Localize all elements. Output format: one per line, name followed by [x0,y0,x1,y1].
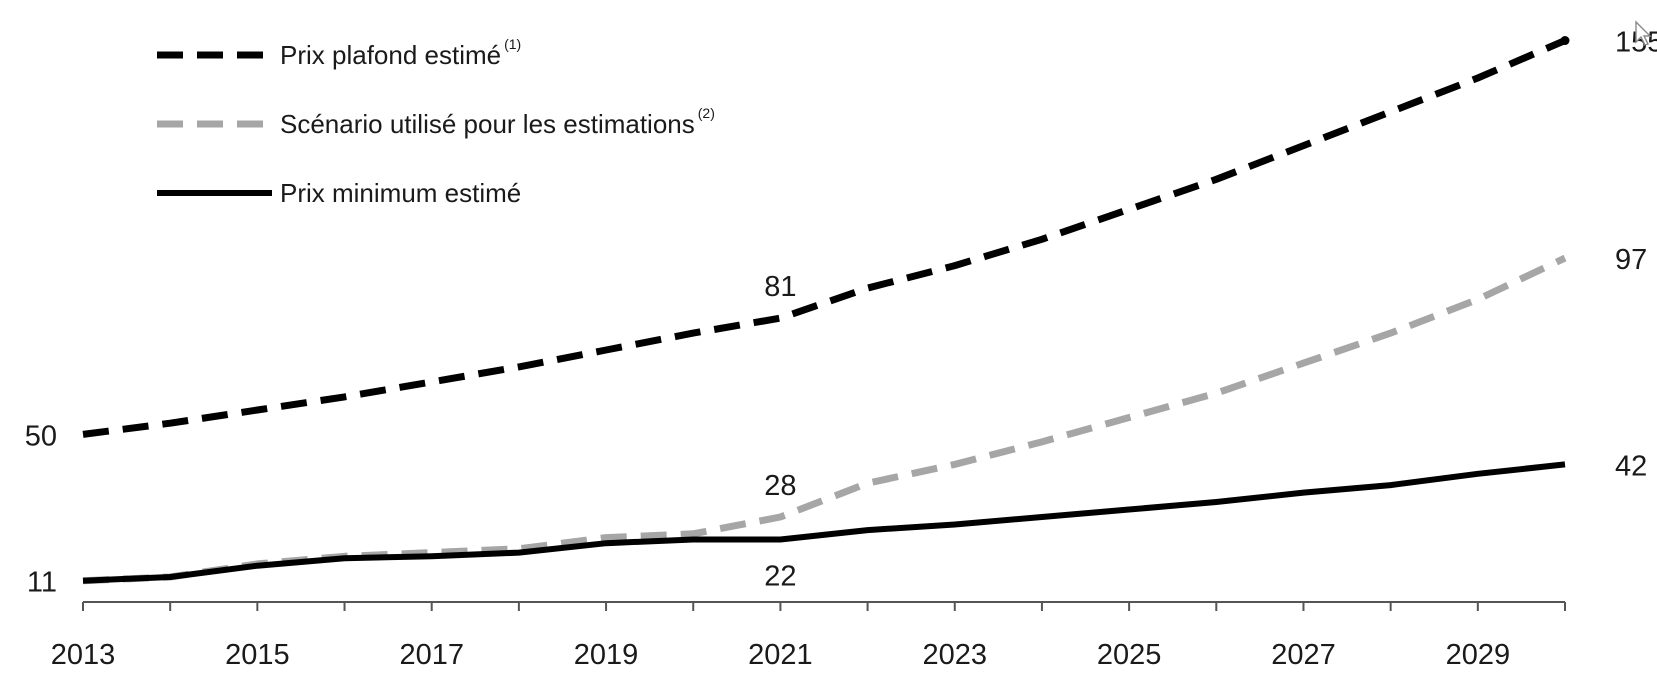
legend-label: Prix plafond estimé [280,40,501,70]
x-tick-label: 2023 [923,639,988,671]
legend-label: Scénario utilisé pour les estimations [280,109,695,139]
data-label: 97 [1615,244,1647,276]
data-label: 11 [27,567,57,599]
legend-label: Prix minimum estimé [280,178,521,208]
legend-footnote-marker: (2) [698,105,715,121]
x-tick-label: 2019 [574,639,639,671]
x-tick-label: 2029 [1446,639,1511,671]
x-axis: 2013 2015 2017 2019 2021 2023 2025 2027 2029 [51,601,1566,671]
x-tick-label: 2013 [51,639,116,671]
series-layer [82,36,1570,585]
legend-footnote-marker: (1) [504,36,521,52]
x-tick-label: 2015 [225,639,290,671]
cursor-icon [1635,20,1652,46]
series-end-point [1560,36,1570,46]
data-label: 22 [764,560,796,592]
series-line-prix-minimum-estime [82,461,1566,584]
data-label: 28 [764,470,796,502]
legend-item: Scénario utilisé pour les estimations (2) [157,105,715,139]
series-line-prix-plafond-estime [82,37,1567,438]
data-label: 42 [1615,450,1647,482]
x-tick-label: 2025 [1097,639,1162,671]
x-tick-label: 2027 [1271,639,1336,671]
legend: Prix plafond estimé (1) Scénario utilisé p… [157,36,715,208]
legend-item: Prix minimum estimé [157,178,521,208]
x-tick-label: 2017 [399,639,464,671]
x-tick-label: 2021 [748,639,813,671]
data-label: 81 [764,271,796,303]
legend-item: Prix plafond estimé (1) [157,36,521,70]
data-label: 50 [25,420,57,452]
